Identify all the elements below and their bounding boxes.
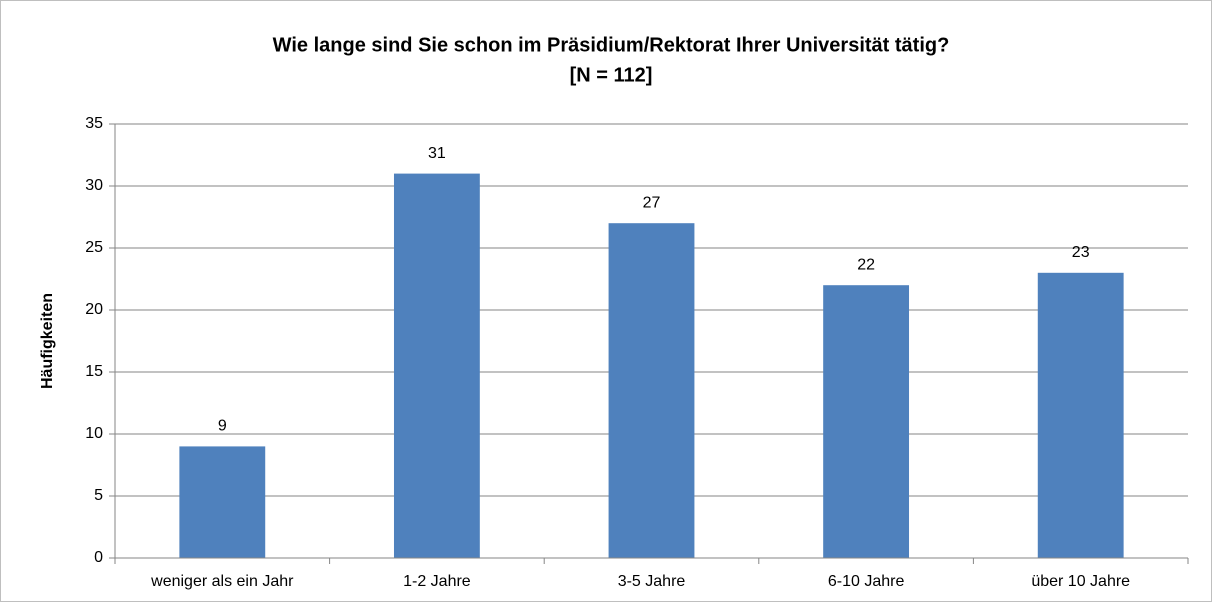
chart-subtitle: [N = 112] xyxy=(570,64,653,86)
x-tick-label: über 10 Jahre xyxy=(1031,573,1130,590)
bar xyxy=(608,223,695,558)
y-tick-label: 20 xyxy=(85,301,103,318)
y-tick-label: 10 xyxy=(85,425,103,442)
y-axis-label: Häufigkeiten xyxy=(39,293,56,389)
y-tick-label: 0 xyxy=(94,549,103,566)
y-tick-label: 5 xyxy=(94,487,103,504)
chart-title: Wie lange sind Sie schon im Präsidium/Re… xyxy=(273,34,950,56)
bar xyxy=(393,173,480,558)
y-tick-label: 15 xyxy=(85,363,103,380)
data-label: 22 xyxy=(857,256,875,273)
y-tick-label: 35 xyxy=(85,115,103,132)
x-tick-label: 6-10 Jahre xyxy=(828,573,905,590)
bar xyxy=(823,285,910,558)
x-tick-label: 3-5 Jahre xyxy=(618,573,686,590)
x-tick-label: weniger als ein Jahr xyxy=(150,573,294,590)
y-tick-label: 30 xyxy=(85,177,103,194)
x-tick-label: 1-2 Jahre xyxy=(403,573,471,590)
bar xyxy=(179,446,266,558)
data-label: 31 xyxy=(428,145,446,162)
data-label: 27 xyxy=(643,194,661,211)
y-tick-label: 25 xyxy=(85,239,103,256)
data-label: 9 xyxy=(218,418,227,435)
data-label: 23 xyxy=(1072,244,1090,261)
bar xyxy=(1037,272,1124,558)
